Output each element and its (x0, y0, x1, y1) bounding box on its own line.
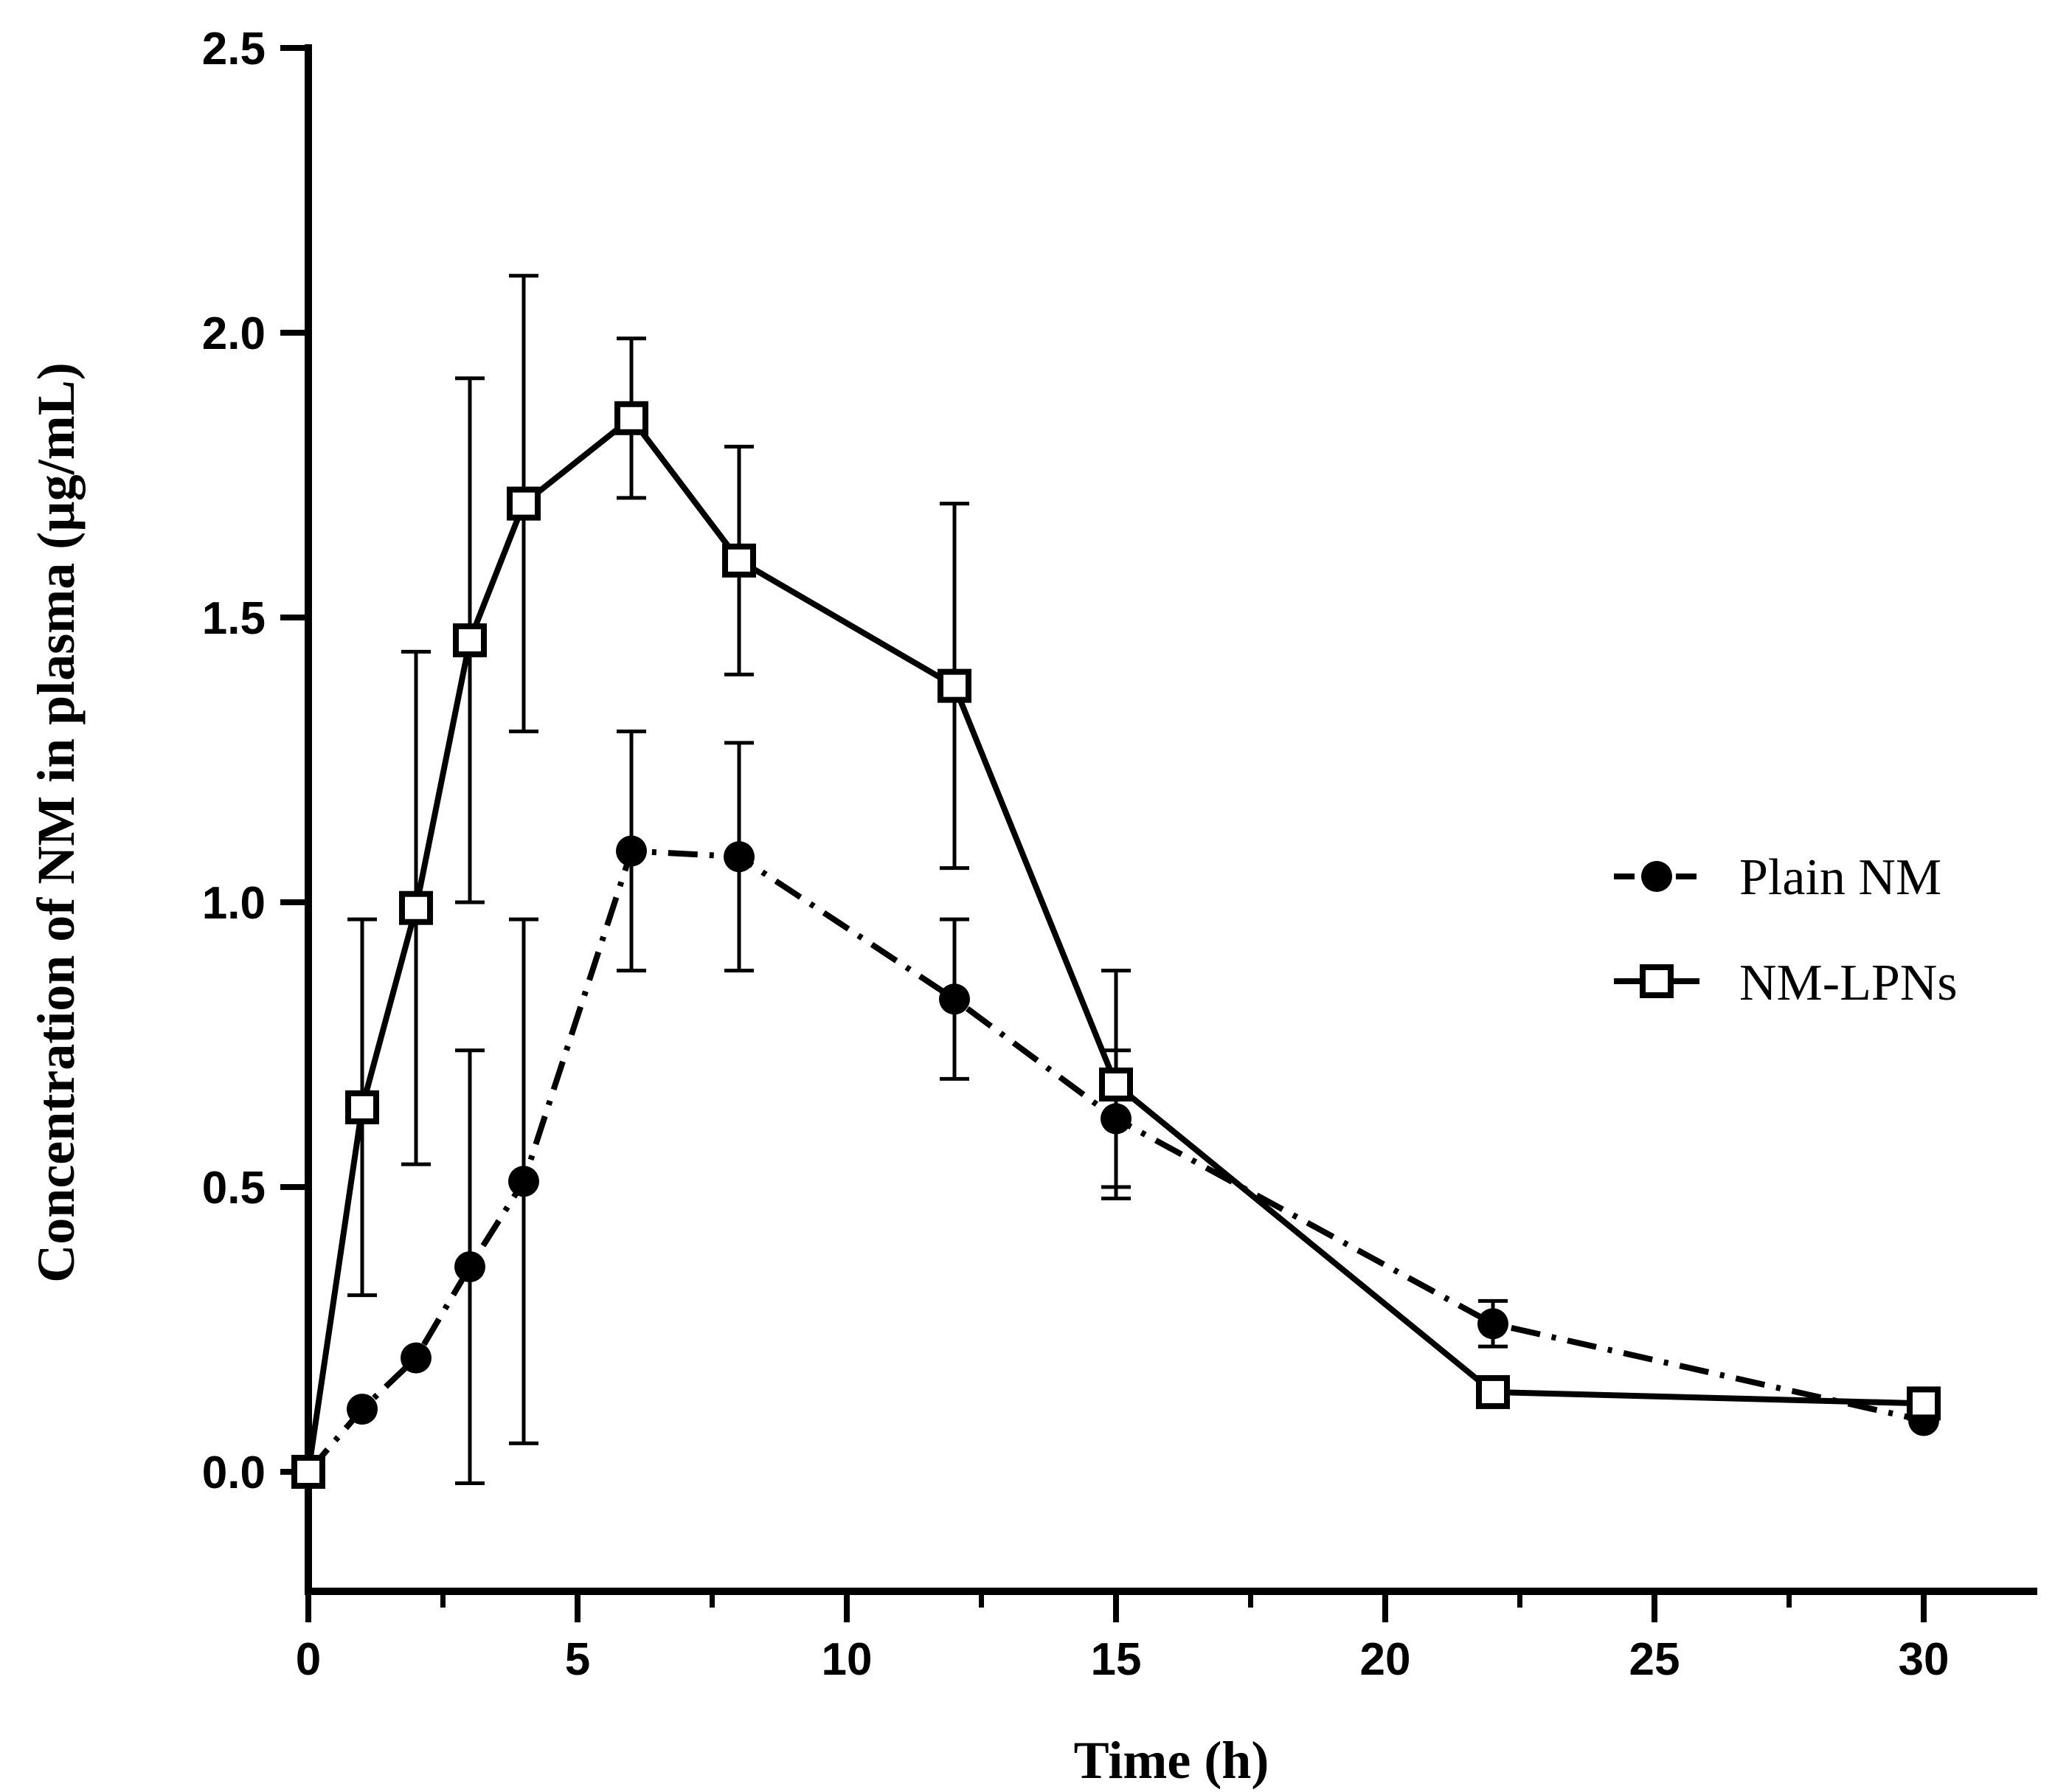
data-point (347, 1394, 378, 1425)
series-layer (291, 274, 1941, 1489)
data-point (722, 543, 756, 578)
x-tick-label: 0 (296, 1634, 321, 1685)
data-point (724, 841, 755, 873)
data-point (291, 1455, 325, 1489)
legend-marker-plain-nm (1641, 861, 1672, 892)
legend-marker-nm-lpns (1640, 964, 1674, 998)
x-tick-label: 25 (1629, 1634, 1680, 1685)
x-tick-label: 20 (1360, 1634, 1411, 1685)
x-tick-label: 30 (1899, 1634, 1950, 1685)
data-point (508, 1166, 539, 1197)
legend-item-nm-lpns: NM-LPNs (1614, 955, 1958, 1011)
data-point (454, 1251, 485, 1283)
x-tick-label: 10 (822, 1634, 873, 1685)
legend-item-plain-nm: Plain NM (1614, 849, 1941, 906)
x-tick-label: 5 (565, 1634, 590, 1685)
data-point (1477, 1308, 1508, 1340)
data-point (453, 623, 487, 657)
data-point (1099, 1068, 1133, 1102)
data-point (401, 1342, 432, 1374)
y-tick-label: 0.0 (202, 1447, 266, 1498)
data-point (938, 668, 971, 703)
legend-label-plain-nm: Plain NM (1739, 849, 1941, 906)
y-tick-label: 0.5 (202, 1163, 266, 1214)
axes (305, 44, 2037, 1595)
ticks: 0.0 0.5 1.0 1.5 2.0 2.5 0 5 10 15 20 25 30 (202, 24, 1950, 1685)
data-point (939, 983, 970, 1015)
y-tick-label: 2.0 (202, 308, 266, 359)
data-point (1907, 1386, 1941, 1421)
y-tick-label: 1.5 (202, 593, 266, 644)
series-nm-lpns (291, 274, 1941, 1489)
y-tick-label: 1.0 (202, 878, 266, 929)
y-tick-label: 2.5 (202, 24, 266, 75)
data-point (614, 401, 648, 435)
x-axis-title: Time (h) (1074, 1731, 1269, 1790)
x-tick-label: 15 (1091, 1634, 1142, 1685)
data-point (616, 835, 647, 867)
data-point (399, 890, 433, 925)
data-point (507, 486, 541, 521)
data-point (345, 1090, 379, 1124)
legend: Plain NM NM-LPNs (1614, 849, 1958, 1011)
legend-label-nm-lpns: NM-LPNs (1739, 955, 1958, 1011)
data-point (1476, 1374, 1510, 1409)
series-line-nm-lpns (305, 415, 1924, 1473)
y-axis-title: Concentration of NM in plasma (µg/mL) (27, 362, 86, 1282)
